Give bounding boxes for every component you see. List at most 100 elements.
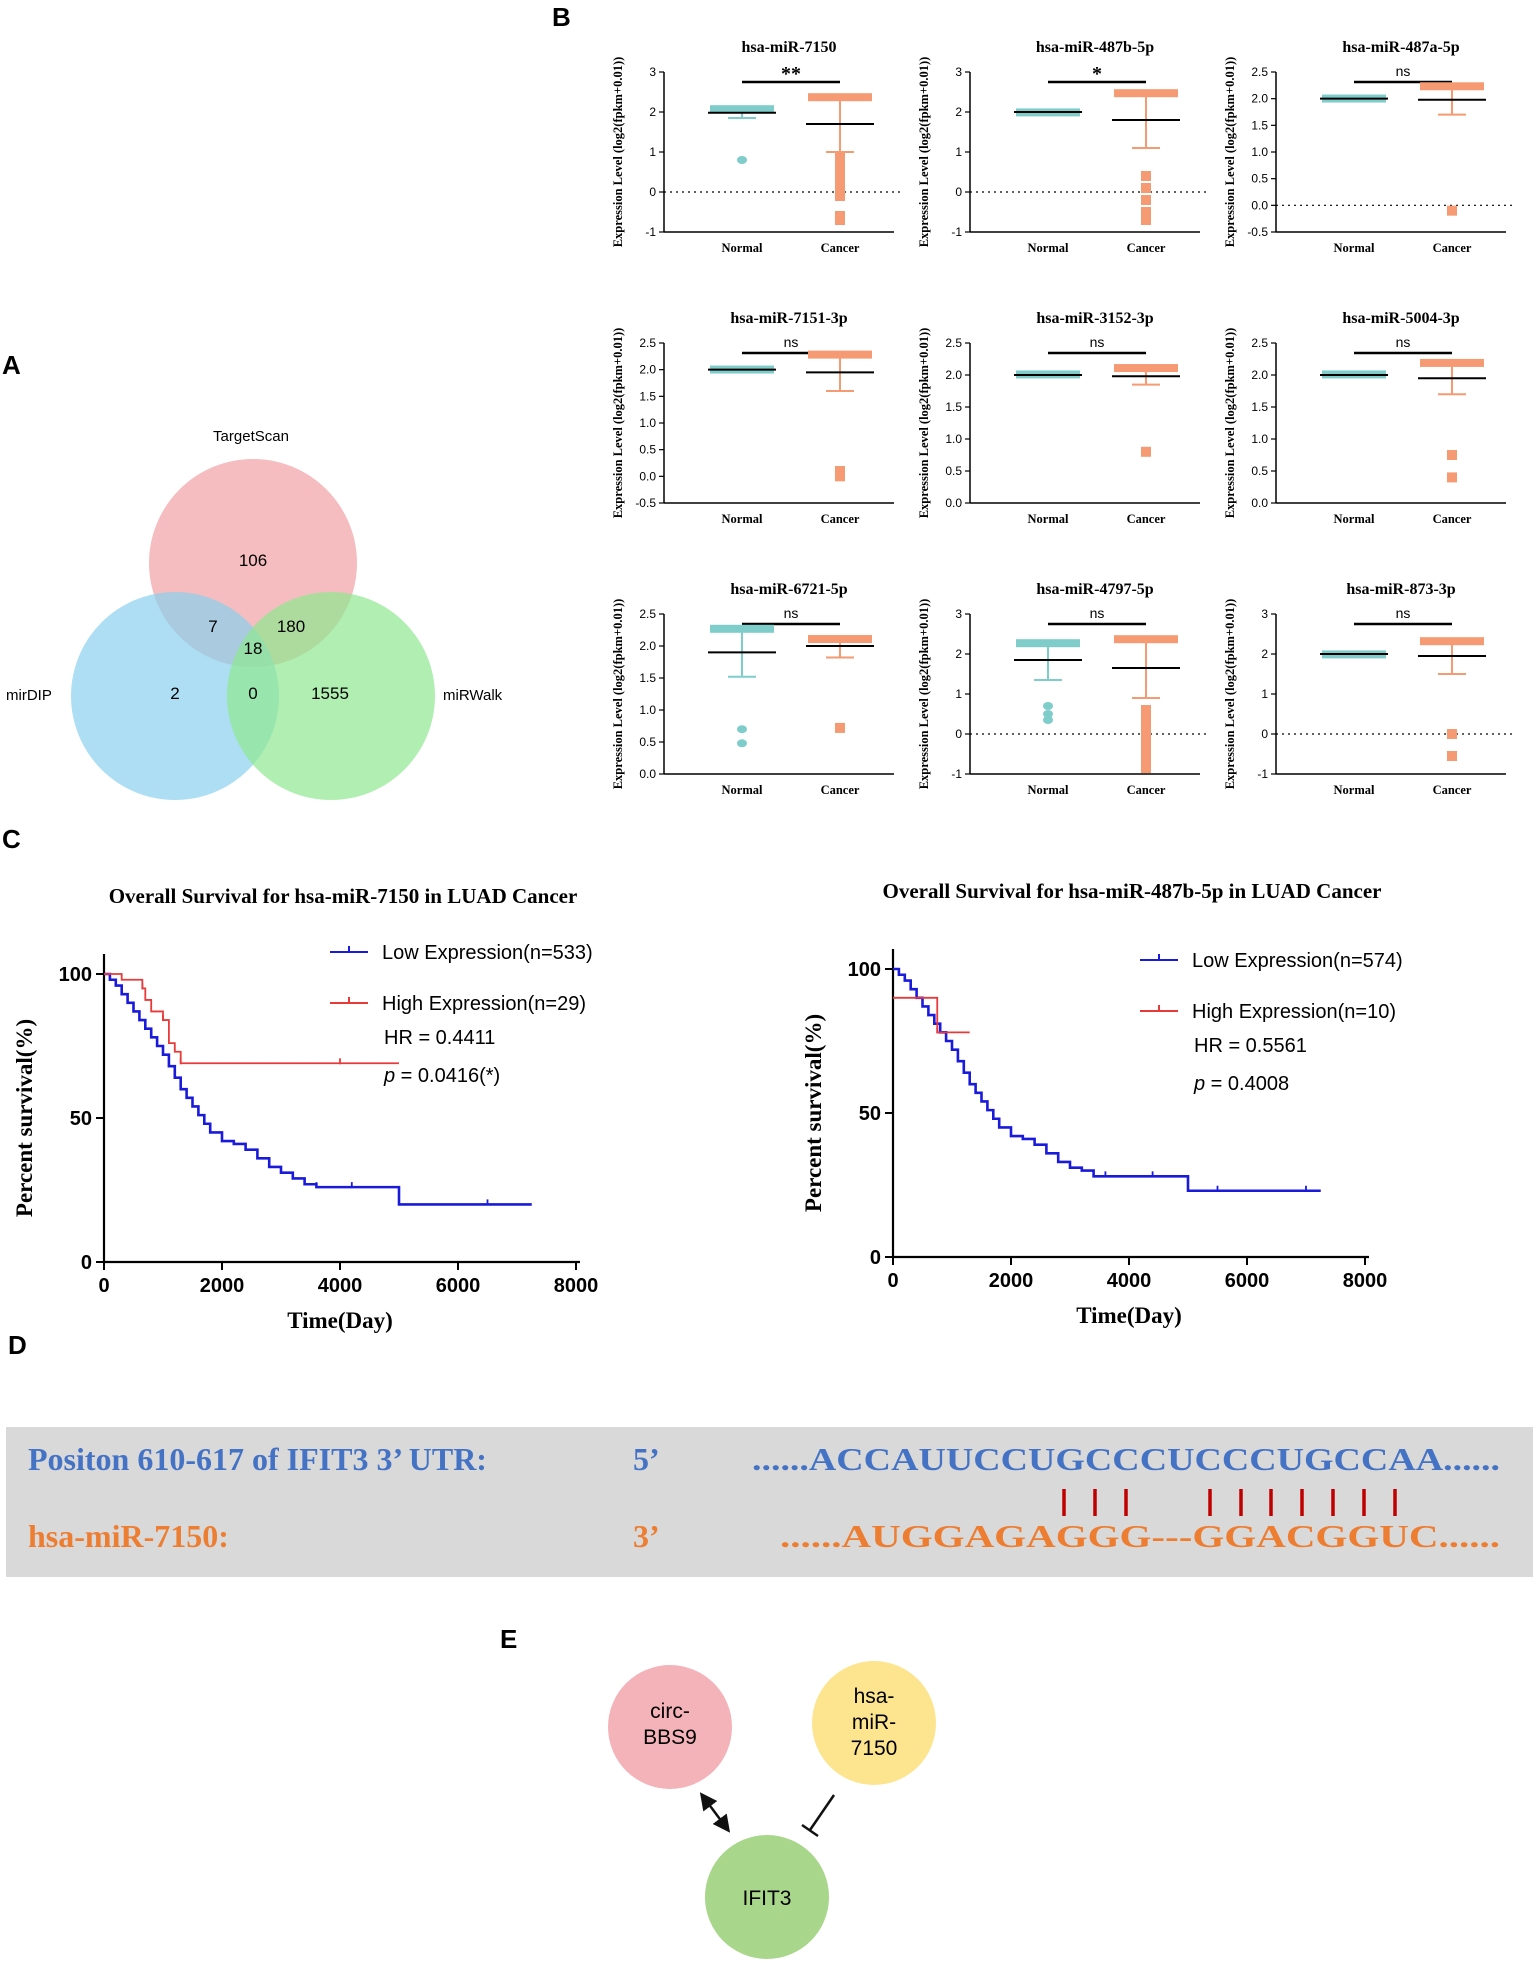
y-tick-label: 0.5 bbox=[1251, 172, 1268, 186]
y-tick-label: 0 bbox=[81, 1252, 92, 1274]
x-tick-label: Normal bbox=[1028, 241, 1069, 255]
y-tick-label: 3 bbox=[955, 65, 962, 79]
legend-label: Low Expression(n=574) bbox=[1192, 950, 1403, 972]
expression-plot: hsa-miR-7150 ** -1 0 1 2 3 Expression Level (lo… bbox=[611, 39, 904, 255]
outlier-point bbox=[1043, 710, 1053, 718]
y-tick-label: 0 bbox=[955, 185, 962, 199]
x-tick-label: Cancer bbox=[1433, 512, 1472, 526]
node-circ-bbs9-label-2: BBS9 bbox=[643, 1726, 697, 1749]
x-tick-label: Normal bbox=[722, 241, 763, 255]
y-tick-label: 1.5 bbox=[1251, 118, 1268, 132]
venn-set-label-targetscan: TargetScan bbox=[213, 428, 289, 445]
x-tick-label: 0 bbox=[887, 1270, 898, 1292]
x-tick-label: 4000 bbox=[1107, 1270, 1152, 1292]
y-tick-label: 0.0 bbox=[945, 496, 962, 510]
x-axis-label: Time(Day) bbox=[287, 1308, 393, 1333]
x-tick-label: Normal bbox=[1334, 241, 1375, 255]
node-ifit3 bbox=[705, 1835, 829, 1959]
x-tick-label: Cancer bbox=[821, 241, 860, 255]
outlier-point bbox=[1141, 763, 1151, 773]
y-tick-label: 2.0 bbox=[1251, 368, 1268, 382]
x-tick-label: Cancer bbox=[1127, 512, 1166, 526]
node-circ-bbs9 bbox=[608, 1665, 732, 1789]
mirna-sequence: ......AUGGAGAGGG---GGACGGUC...... bbox=[780, 1518, 1500, 1554]
legend-label: Low Expression(n=533) bbox=[382, 942, 593, 964]
outlier-point bbox=[835, 191, 845, 201]
edge-inhibit-bar bbox=[801, 1823, 819, 1838]
significance-label: ns bbox=[1396, 605, 1411, 621]
y-tick-label: 2.0 bbox=[639, 639, 656, 653]
outlier-point bbox=[835, 151, 845, 161]
y-tick-label: 1.0 bbox=[639, 416, 656, 430]
outlier-point bbox=[1141, 195, 1151, 205]
outlier-point bbox=[1141, 215, 1151, 225]
legend-label: High Expression(n=10) bbox=[1192, 1001, 1396, 1023]
outlier-point bbox=[835, 215, 845, 225]
y-tick-label: 3 bbox=[955, 607, 962, 621]
y-tick-label: 1 bbox=[1261, 687, 1268, 701]
outlier-point bbox=[835, 159, 845, 169]
y-tick-label: 1.5 bbox=[639, 389, 656, 403]
survival-curve bbox=[104, 973, 399, 1065]
p-symbol: p bbox=[1193, 1073, 1205, 1095]
y-tick-label: 0.5 bbox=[639, 735, 656, 749]
y-tick-label: 1 bbox=[955, 687, 962, 701]
survival-curve bbox=[104, 972, 532, 1206]
significance-label: ns bbox=[1090, 605, 1105, 621]
y-tick-label: 1 bbox=[955, 145, 962, 159]
x-tick-label: Cancer bbox=[821, 783, 860, 797]
y-tick-label: 0 bbox=[649, 185, 656, 199]
mirna-3prime: 3’ bbox=[633, 1518, 660, 1554]
significance-label: ns bbox=[1090, 334, 1105, 350]
x-tick-label: 6000 bbox=[436, 1275, 481, 1297]
outlier-point bbox=[1141, 446, 1151, 457]
x-tick-label: Normal bbox=[722, 783, 763, 797]
y-tick-label: 0 bbox=[870, 1247, 881, 1269]
x-tick-label: Cancer bbox=[821, 512, 860, 526]
outlier-point bbox=[1141, 183, 1151, 193]
y-tick-label: 1 bbox=[649, 145, 656, 159]
plot-title: hsa-miR-7150 bbox=[741, 39, 836, 56]
x-tick-label: Normal bbox=[1334, 783, 1375, 797]
mirna-label: hsa-miR-7150: bbox=[28, 1518, 229, 1554]
outlier-point bbox=[1141, 729, 1151, 739]
utr-5prime: 5’ bbox=[633, 1441, 660, 1477]
outlier-point bbox=[1141, 705, 1151, 715]
x-tick-label: 2000 bbox=[200, 1275, 245, 1297]
y-tick-label: 50 bbox=[859, 1103, 881, 1125]
y-tick-label: 1.0 bbox=[1251, 145, 1268, 159]
plot-title: hsa-miR-4797-5p bbox=[1036, 581, 1153, 598]
y-tick-label: 0.5 bbox=[1251, 464, 1268, 478]
plot-title: hsa-miR-487a-5p bbox=[1342, 39, 1459, 56]
node-mir-7150-label-2: miR- bbox=[852, 1711, 896, 1734]
y-axis-label: Expression Level (log2(fpkm+0.01)) bbox=[611, 57, 625, 248]
survival-chart: Overall Survival for hsa-miR-7150 in LUA… bbox=[12, 884, 598, 1333]
y-tick-label: -0.5 bbox=[635, 496, 656, 510]
x-tick-label: 8000 bbox=[554, 1275, 599, 1297]
venn-diagram: TargetScan mirDIP miRWalk 106 2 1555 7 1… bbox=[6, 428, 503, 800]
node-mir-7150-label-3: 7150 bbox=[851, 1737, 898, 1760]
plot-title: hsa-miR-6721-5p bbox=[730, 581, 847, 598]
alignment-background bbox=[6, 1427, 1533, 1577]
y-tick-label: 0 bbox=[955, 727, 962, 741]
y-tick-label: 3 bbox=[1261, 607, 1268, 621]
utr-sequence: ......ACCAUUCCUGCCCUCCCUGCCAA...... bbox=[752, 1441, 1500, 1477]
venn-circle-mirwalk bbox=[227, 592, 435, 800]
p-symbol: p bbox=[383, 1065, 395, 1087]
node-mir-7150-label-1: hsa- bbox=[854, 1685, 895, 1708]
significance-label: ns bbox=[1396, 63, 1411, 79]
plot-title: hsa-miR-5004-3p bbox=[1342, 310, 1459, 327]
panel-label-a: A bbox=[2, 350, 21, 380]
panel-label-d: D bbox=[8, 1330, 27, 1360]
y-tick-label: 2.5 bbox=[1251, 65, 1268, 79]
expression-plot: hsa-miR-487a-5p ns -0.5 0.0 0.5 1.0 1.5 2.0 2.5 E… bbox=[1223, 39, 1516, 255]
y-axis-label: Expression Level (log2(fpkm+0.01)) bbox=[917, 57, 931, 248]
x-tick-label: Normal bbox=[1334, 512, 1375, 526]
plot-title: hsa-miR-873-3p bbox=[1346, 581, 1455, 598]
expression-plot: hsa-miR-7151-3p ns -0.5 0.0 0.5 1.0 1.5 2.0 2.5 E… bbox=[611, 310, 894, 526]
outlier-point bbox=[1141, 713, 1151, 723]
venn-count-all-three: 18 bbox=[244, 639, 263, 658]
venn-set-label-mirdip: mirDIP bbox=[6, 687, 52, 704]
y-tick-label: 100 bbox=[848, 959, 881, 981]
